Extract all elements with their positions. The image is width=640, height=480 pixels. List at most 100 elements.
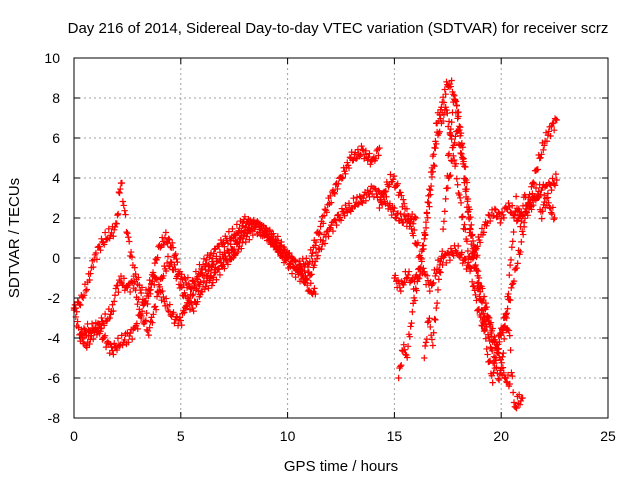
data-point <box>119 198 127 205</box>
series-track-b <box>70 142 383 317</box>
data-point <box>479 285 486 292</box>
data-point <box>400 341 407 348</box>
data-point <box>354 201 362 208</box>
y-tick-label: -6 <box>48 370 61 386</box>
data-point <box>513 264 520 272</box>
data-point <box>447 171 454 179</box>
data-point <box>152 306 160 313</box>
data-point <box>505 327 513 334</box>
data-point <box>444 109 451 117</box>
data-point <box>473 266 481 274</box>
x-tick-label: 15 <box>387 428 403 444</box>
data-point <box>458 249 466 256</box>
data-point <box>480 327 488 335</box>
data-point <box>433 299 441 307</box>
data-point <box>110 233 117 240</box>
y-axis-title: SDTVAR / TECUs <box>6 178 23 298</box>
data-point <box>169 239 176 247</box>
data-point <box>316 229 323 237</box>
data-point <box>445 152 452 159</box>
data-point <box>474 252 481 259</box>
data-point <box>465 215 473 223</box>
data-point <box>458 150 465 158</box>
data-point <box>428 173 436 181</box>
data-point <box>318 245 325 253</box>
data-point <box>448 118 455 126</box>
data-point <box>173 313 181 320</box>
data-point <box>439 225 447 233</box>
x-tick-label: 5 <box>177 428 185 444</box>
data-point <box>476 239 484 246</box>
data-point <box>477 297 485 304</box>
data-point <box>453 248 460 256</box>
data-point <box>481 326 489 334</box>
data-point <box>545 199 552 207</box>
data-point <box>446 256 454 264</box>
data-point <box>279 247 287 254</box>
data-point <box>443 106 450 114</box>
data-point <box>551 182 559 189</box>
data-point <box>400 200 408 207</box>
data-point <box>388 211 395 219</box>
data-point <box>111 340 118 347</box>
data-point <box>138 312 145 320</box>
data-point <box>344 209 351 216</box>
y-tick-label: -4 <box>48 330 61 346</box>
data-point <box>218 262 225 270</box>
data-point <box>220 239 227 246</box>
data-point <box>476 293 483 300</box>
data-point <box>83 344 91 351</box>
data-point <box>447 125 454 133</box>
data-point <box>162 267 170 275</box>
data-point <box>480 229 488 236</box>
data-point <box>549 175 556 182</box>
data-point <box>200 277 208 285</box>
data-point <box>303 276 310 283</box>
data-point <box>550 119 557 127</box>
data-point <box>205 285 212 292</box>
data-point <box>392 214 399 221</box>
data-point <box>445 150 453 157</box>
data-point <box>372 155 379 162</box>
data-point <box>118 332 125 339</box>
data-point <box>312 238 320 246</box>
data-point <box>241 213 249 220</box>
data-point <box>78 330 86 337</box>
data-point <box>222 256 230 264</box>
data-point <box>162 295 170 302</box>
data-point <box>328 199 335 206</box>
chart-title: Day 216 of 2014, Sidereal Day-to-day VTE… <box>68 20 609 37</box>
data-point <box>321 240 329 247</box>
data-point <box>233 221 241 228</box>
data-point <box>474 243 481 250</box>
data-point <box>90 263 97 271</box>
data-point <box>114 211 121 219</box>
data-point <box>500 349 507 357</box>
data-point <box>117 185 124 193</box>
data-point <box>119 341 126 349</box>
data-point <box>544 132 552 139</box>
data-point <box>468 278 476 286</box>
data-point <box>489 325 496 332</box>
data-point <box>197 279 204 286</box>
data-point <box>416 265 424 272</box>
data-point <box>359 199 366 207</box>
data-point <box>436 128 443 135</box>
data-point <box>125 339 132 346</box>
data-point <box>166 301 174 308</box>
data-point <box>397 363 404 370</box>
data-point <box>190 291 197 298</box>
data-point <box>422 224 430 232</box>
data-point <box>128 335 136 343</box>
data-point <box>122 211 129 218</box>
data-point <box>437 269 444 276</box>
data-point <box>132 270 139 278</box>
data-point <box>428 164 436 172</box>
data-point <box>345 164 353 172</box>
data-point <box>443 78 450 86</box>
data-point <box>504 371 512 379</box>
data-point <box>520 223 528 231</box>
data-point <box>431 315 438 323</box>
data-point <box>309 250 316 257</box>
data-point <box>435 276 443 283</box>
